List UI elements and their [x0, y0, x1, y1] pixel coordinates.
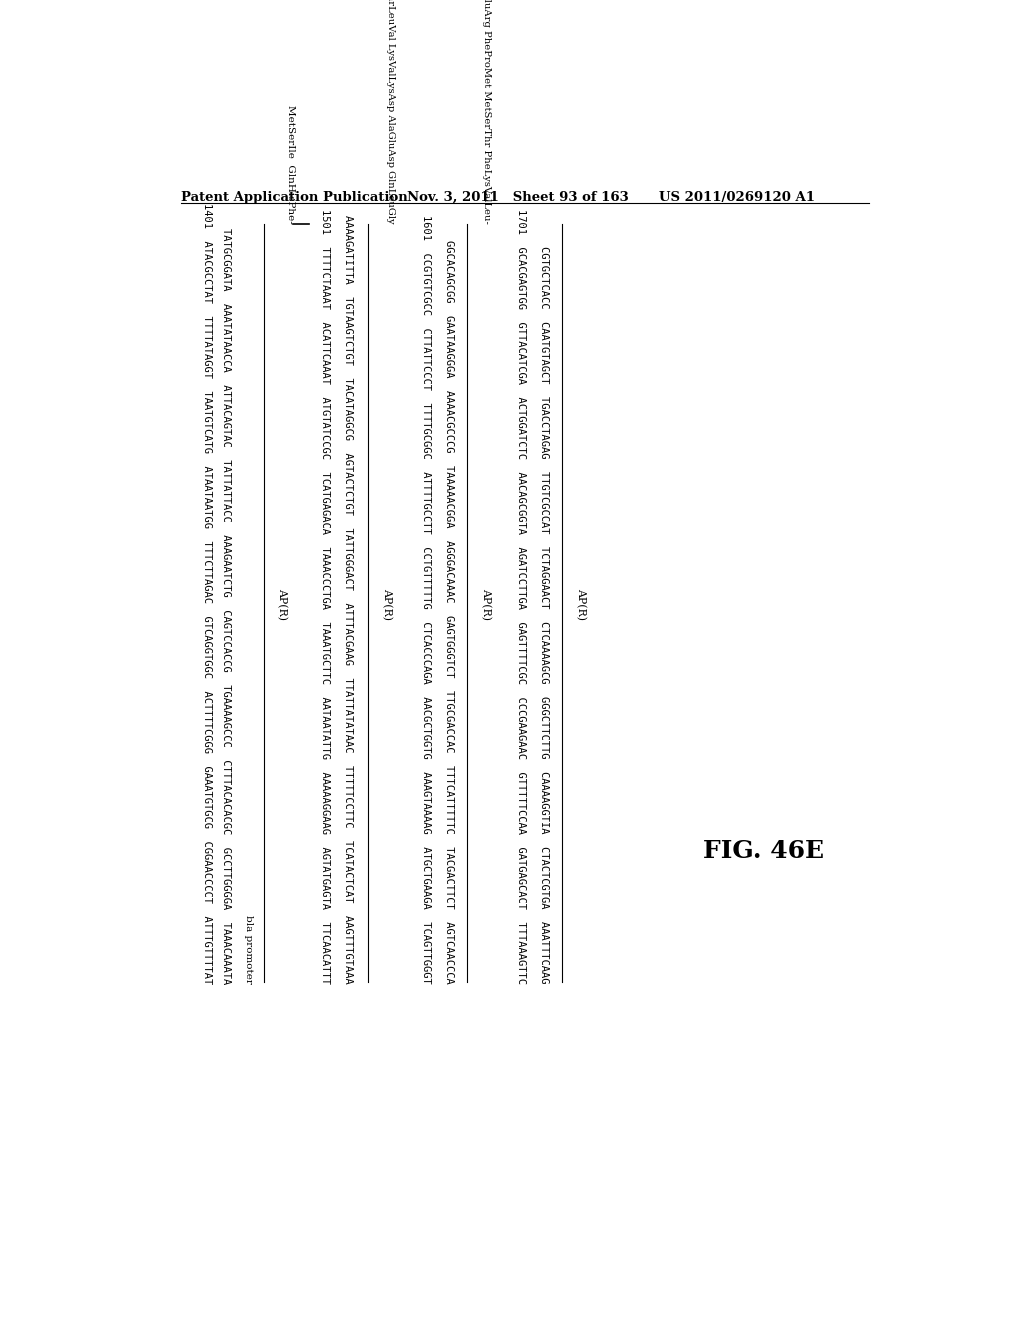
Text: AP(R): AP(R) — [480, 589, 490, 620]
Text: AlaArgValGly TyrIleGlu LeuAspLeu AsnSerGlyLys IleLeuGlu SerPheArg ProGluGluArg P: AlaArgValGly TyrIleGlu LeuAspLeu AsnSerG… — [481, 0, 490, 224]
Text: *ArgValAla LeuIleProPhe PheAlaAla PheCysLeu ProValPheAla HisProGlu ThrLeuVal Lys: *ArgValAla LeuIleProPhe PheAlaAla PheCys… — [386, 0, 395, 224]
Text: US 2011/0269120 A1: US 2011/0269120 A1 — [658, 191, 815, 203]
Text: bla promoter: bla promoter — [245, 915, 253, 983]
Text: 1401  ATACGCCTAT  TTTTATAGGT  TAATGTCATG  ATAATAATGG  TTTCTTAGAC  GTCAGGTGGC  AC: 1401 ATACGCCTAT TTTTATAGGT TAATGTCATG AT… — [202, 202, 212, 983]
Text: TATGCGGATA  AAATATAACCA  ATTACAGTAC  TATTATTACC  AAAGAATCTG  CAGTCCACCG  TGAAAAG: TATGCGGATA AAATATAACCA ATTACAGTAC TATTAT… — [221, 227, 231, 983]
Text: AP(R): AP(R) — [575, 589, 587, 620]
Text: 1601  CCGTGTCGCC  CTTATTCCCT  TTTTGCGGC  ATTTTGCCTT  CCTGTTTTTG  CTCACCCAGA  AAC: 1601 CCGTGTCGCC CTTATTCCCT TTTTGCGGC ATT… — [421, 215, 431, 983]
Text: Nov. 3, 2011   Sheet 93 of 163: Nov. 3, 2011 Sheet 93 of 163 — [407, 191, 629, 203]
Text: GGCACAGCGG  GAATAAGGGA  AAAACGCCCG  TAAAAACGGA  AGGGACAAAC  GAGTGGGTCT  TTGCGACC: GGCACAGCGG GAATAAGGGA AAAACGCCCG TAAAAAC… — [444, 240, 455, 983]
Text: MetSerIle  GlnHisPhe-: MetSerIle GlnHisPhe- — [286, 106, 295, 224]
Text: Patent Application Publication: Patent Application Publication — [180, 191, 408, 203]
Text: 1701  GCACGAGTGG  GTTACATCGA  ACTGGATCTC  AACAGCGGTA  AGATCCTTGA  GAGTTTTCGC  CC: 1701 GCACGAGTGG GTTACATCGA ACTGGATCTC AA… — [515, 209, 525, 983]
Text: FIG. 46E: FIG. 46E — [703, 840, 824, 863]
Text: 1501  TTTTCTAAAT  ACATTCAAAT  ATGTATCCGC  TCATGAGACA  TAAACCCTGA  TAAATGCTTC  AA: 1501 TTTTCTAAAT ACATTCAAAT ATGTATCCGC TC… — [321, 209, 330, 983]
Text: AP(R): AP(R) — [382, 589, 392, 620]
Text: AAAAGATITTA  TGTAAGTCTGT  TACATAGGCG  AGTACTCTGT  TATTGGGACT  ATTTACGAAG  TTATTA: AAAAGATITTA TGTAAGTCTGT TACATAGGCG AGTAC… — [343, 215, 353, 983]
Text: AP(R): AP(R) — [276, 589, 287, 620]
Text: CGTGCTCACC  CAATGTAGCT  TGACCTAGAG  TTGTCGCCAT  TCTAGGAACT  CTCAAAAGCG  GGGCTTCT: CGTGCTCACC CAATGTAGCT TGACCTAGAG TTGTCGC… — [539, 247, 549, 983]
